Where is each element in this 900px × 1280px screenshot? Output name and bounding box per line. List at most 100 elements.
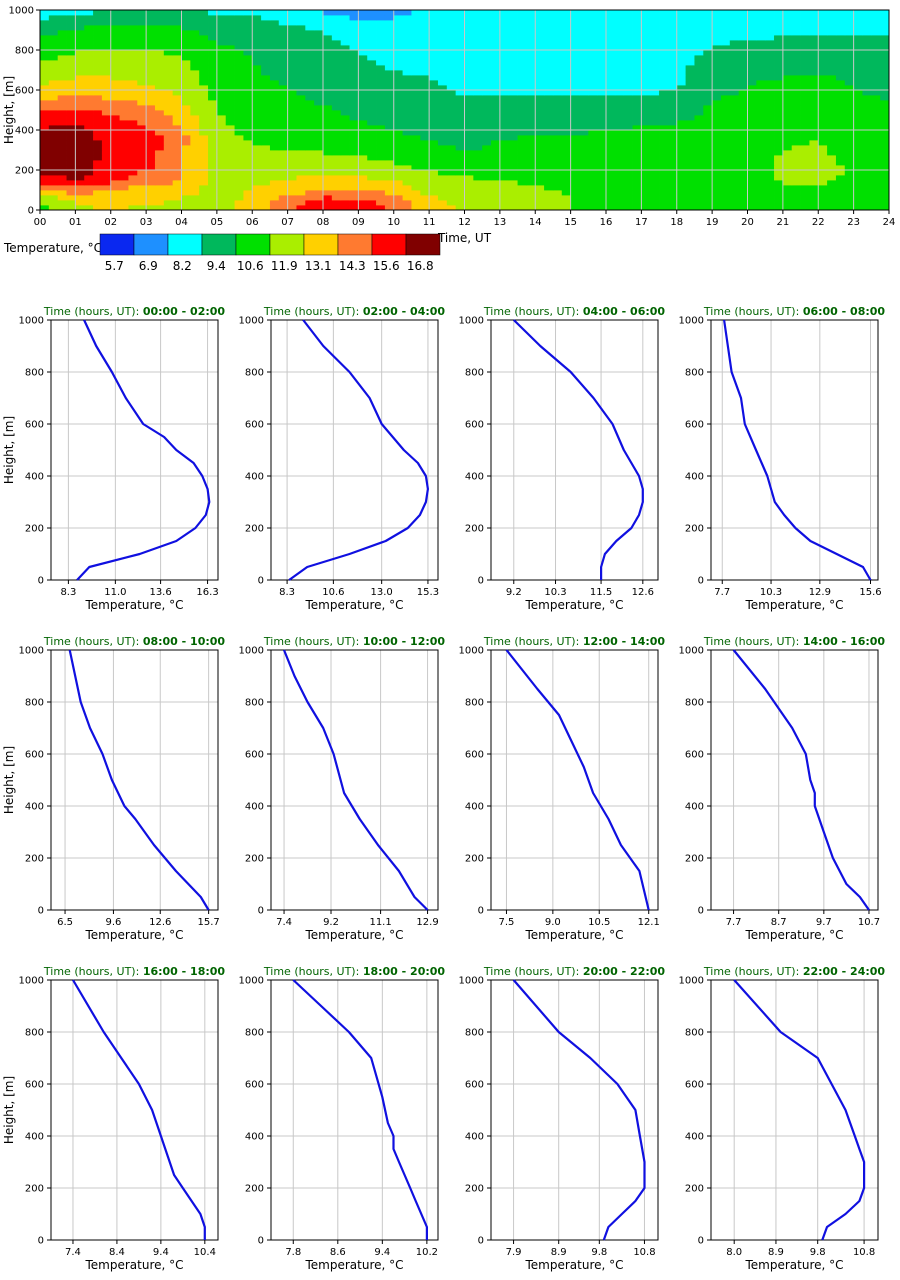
heatmap-cell [287, 50, 297, 56]
heatmap-cell [446, 125, 457, 131]
heatmap-cell [101, 170, 112, 176]
heatmap-cell [791, 190, 801, 196]
heatmap-cell [455, 175, 465, 181]
heatmap-cell [667, 165, 678, 171]
heatmap-cell [871, 60, 881, 66]
heatmap-cell [225, 110, 235, 116]
heatmap-cell [393, 75, 403, 81]
heatmap-cell [579, 150, 589, 156]
heatmap-cell [544, 10, 554, 16]
heatmap-cell [420, 170, 430, 176]
heatmap-cell [314, 145, 324, 151]
heatmap-cell [809, 70, 819, 76]
heatmap-cell [827, 95, 837, 101]
heatmap-cell [508, 115, 518, 121]
profile-y-tick-label: 0 [258, 906, 264, 917]
heatmap-cell [623, 20, 633, 26]
heatmap-cell [818, 95, 828, 101]
heatmap-cell [800, 90, 810, 96]
heatmap-cell [853, 55, 863, 61]
heatmap-cell [66, 120, 76, 126]
heatmap-cell [720, 40, 731, 46]
profile-grid [491, 649, 658, 911]
heatmap-cell [659, 30, 669, 36]
heatmap-cell [208, 175, 218, 181]
heatmap-cell [420, 45, 430, 51]
heatmap-cell [331, 95, 342, 101]
heatmap-cell [871, 55, 881, 61]
heatmap-cell [544, 65, 554, 71]
heatmap-cell [349, 105, 359, 111]
heatmap-cell [853, 60, 863, 66]
heatmap-cell [614, 165, 625, 171]
heatmap-cell [738, 85, 748, 91]
heatmap-cell [393, 170, 403, 176]
heatmap-cell [756, 130, 766, 136]
heatmap-cell [181, 195, 191, 201]
heatmap-cell [827, 155, 837, 161]
heatmap-cell [393, 190, 403, 196]
heatmap-cell [287, 190, 297, 196]
heatmap-cell [261, 65, 271, 71]
heatmap-cell [659, 40, 669, 46]
heatmap-cell [128, 190, 138, 196]
heatmap-cell [137, 25, 147, 31]
heatmap-cell [641, 55, 651, 61]
heatmap-cell [393, 65, 403, 71]
heatmap-cell [650, 20, 660, 26]
heatmap-cell [614, 15, 625, 21]
heatmap-cell [163, 175, 174, 181]
heatmap-cell [676, 140, 686, 146]
heatmap-cell [252, 170, 262, 176]
heatmap-cell [473, 120, 483, 126]
heatmap-cell [676, 180, 686, 186]
heatmap-cell [712, 185, 722, 191]
heatmap-cell [411, 60, 421, 66]
heatmap-cell [40, 170, 50, 176]
heatmap-cell [455, 40, 465, 46]
heatmap-cell [137, 140, 147, 146]
heatmap-cell [800, 130, 810, 136]
heatmap-cell [482, 205, 492, 211]
heatmap-cell [464, 35, 474, 41]
heatmap-cell [119, 80, 129, 86]
heatmap-cell [75, 100, 85, 106]
heatmap-cell [729, 60, 740, 66]
heatmap-cell [720, 20, 731, 26]
heatmap-cell [774, 60, 784, 66]
heatmap-cell [269, 100, 280, 106]
heatmap-cell [756, 140, 766, 146]
heatmap-cell [57, 60, 67, 66]
heatmap-cell [84, 85, 94, 91]
heatmap-cell [544, 135, 554, 141]
heatmap-cell [561, 185, 572, 191]
heatmap-cell [703, 190, 713, 196]
profile-y-tick-label: 600 [465, 1080, 484, 1091]
heatmap-cell [340, 55, 350, 61]
heatmap-cell [623, 135, 633, 141]
heatmap-cell [782, 50, 793, 56]
heatmap-cell [199, 195, 209, 201]
heatmap-cell [561, 135, 572, 141]
heatmap-cell [844, 50, 855, 56]
heatmap-cell [623, 70, 633, 76]
heatmap-cell [747, 175, 757, 181]
heatmap-cell [163, 160, 174, 166]
heatmap-cell [535, 35, 545, 41]
heatmap-cell [261, 155, 271, 161]
heatmap-cell [208, 185, 218, 191]
heatmap-cell [685, 55, 695, 61]
heatmap-cell [314, 30, 324, 36]
heatmap-cell [225, 70, 235, 76]
profile-y-tick-label: 600 [245, 420, 264, 431]
heatmap-cell [517, 110, 527, 116]
heatmap-cell [446, 115, 457, 121]
heatmap-cell [782, 75, 793, 81]
heatmap-cell [216, 185, 227, 191]
heatmap-cell [384, 55, 395, 61]
heatmap-cell [614, 80, 625, 86]
heatmap-cell [712, 165, 722, 171]
heatmap-cell [163, 180, 174, 186]
heatmap-cell [650, 85, 660, 91]
heatmap-cell [208, 130, 218, 136]
